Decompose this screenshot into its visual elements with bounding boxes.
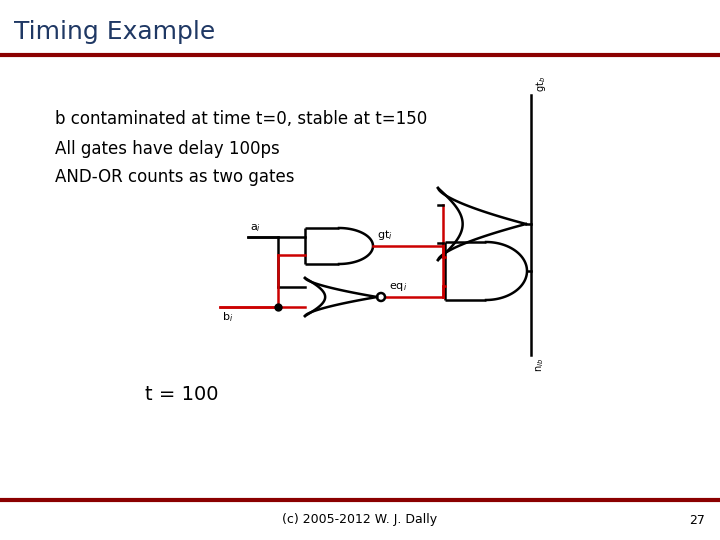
Text: AND-OR counts as two gates: AND-OR counts as two gates bbox=[55, 168, 294, 186]
Text: gt$_b$: gt$_b$ bbox=[534, 76, 548, 92]
Text: t = 100: t = 100 bbox=[145, 385, 218, 404]
Text: All gates have delay 100ps: All gates have delay 100ps bbox=[55, 140, 280, 158]
Text: a$_i$: a$_i$ bbox=[250, 222, 261, 234]
Text: (c) 2005-2012 W. J. Dally: (c) 2005-2012 W. J. Dally bbox=[282, 514, 438, 526]
Text: b contaminated at time t=0, stable at t=150: b contaminated at time t=0, stable at t=… bbox=[55, 110, 427, 128]
Text: 27: 27 bbox=[689, 514, 705, 526]
Text: eq$_i$: eq$_i$ bbox=[389, 281, 407, 293]
Text: b$_i$: b$_i$ bbox=[222, 310, 233, 324]
Text: n$_{lb}$: n$_{lb}$ bbox=[534, 358, 546, 372]
Text: Timing Example: Timing Example bbox=[14, 20, 215, 44]
Text: gt$_i$: gt$_i$ bbox=[377, 228, 392, 242]
